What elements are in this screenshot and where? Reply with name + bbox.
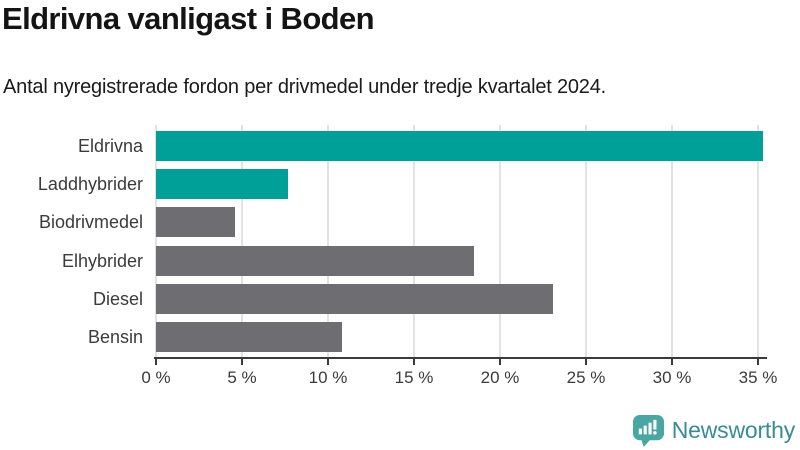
bar-diesel [156,283,554,314]
logo-mini-bar-3 [648,422,652,435]
gridline [585,125,587,357]
x-axis-tick-label: 35 % [738,368,778,387]
logo-mini-bar-2 [643,425,647,435]
category-label: Diesel [92,288,143,309]
x-axis-tick [241,359,243,365]
x-axis-tick [413,359,415,365]
bar-laddhybrider [156,169,289,200]
bar-bensin [156,322,342,352]
category-label: Eldrivna [77,136,143,156]
x-axis-tick-label: 30 % [652,368,692,387]
gridline [327,125,329,357]
gridline [155,125,157,357]
category-label: Laddhybrider [37,174,143,195]
logo-mini-bar-1 [638,428,642,435]
brand-name: Newsworthy [671,417,795,443]
newsworthy-logo-icon [632,414,664,447]
x-axis-tick [671,359,673,365]
gridline [757,125,759,357]
bar-eldrivna [156,131,764,161]
x-axis-tick [499,359,501,365]
gridline [241,125,243,357]
x-axis-tick [585,359,587,365]
gridline [413,125,415,357]
category-label: Biodrivmedel [38,212,143,233]
logo-exclamation-icon [653,419,657,430]
x-axis-tick [757,359,759,365]
gridline [671,125,673,357]
x-axis-tick-label: 20 % [480,368,520,387]
x-axis-tick-label: 10 % [308,368,348,387]
chart-subtitle: Antal nyregistrerade fordon per drivmede… [3,76,607,98]
x-axis-tick [155,359,157,365]
bar-elhybrider [156,245,475,276]
bar-biodrivmedel [156,207,236,238]
x-axis-tick-label: 5 % [227,368,257,387]
brand-footer: Newsworthy [632,414,795,447]
x-axis-line [154,357,767,359]
x-axis-tick-label: 0 % [141,368,171,387]
x-axis-tick-label: 15 % [394,368,434,387]
x-axis-tick [327,359,329,365]
x-axis-tick-label: 25 % [566,368,606,387]
chart-title: Eldrivna vanligast i Boden [2,1,375,36]
gridline [499,125,501,357]
category-label: Elhybrider [61,250,143,271]
category-label: Bensin [87,327,143,347]
